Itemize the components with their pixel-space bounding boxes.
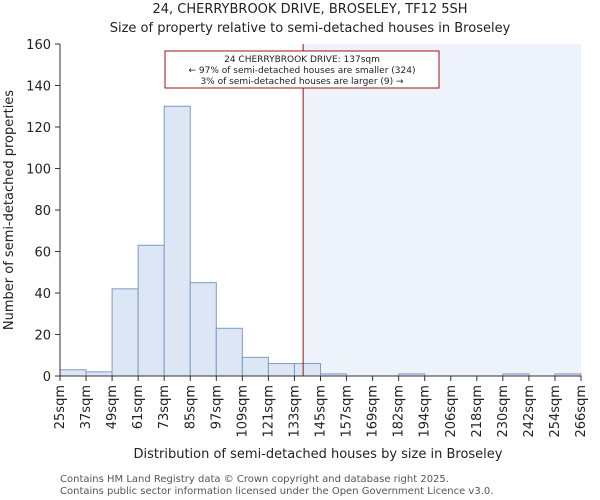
bar-25sqm bbox=[59, 369, 87, 377]
x-tick-label: 182sqm bbox=[392, 385, 407, 438]
x-tick-label: 49sqm bbox=[105, 385, 120, 429]
y-tick-label: 40 bbox=[34, 287, 51, 302]
bar-97sqm bbox=[215, 327, 243, 377]
x-tick-label: 109sqm bbox=[235, 385, 250, 438]
y-axis-label: Number of semi-detached properties bbox=[2, 90, 17, 330]
x-tick-label: 254sqm bbox=[548, 385, 563, 438]
x-tick-label: 145sqm bbox=[314, 385, 329, 438]
x-tick-label: 157sqm bbox=[340, 385, 355, 438]
chart-subtitle: Size of property relative to semi-detach… bbox=[110, 21, 511, 36]
x-tick-label: 266sqm bbox=[574, 385, 589, 438]
y-tick-label: 120 bbox=[26, 121, 51, 136]
x-tick-label: 133sqm bbox=[287, 385, 302, 438]
bar-85sqm bbox=[189, 282, 217, 377]
x-tick-label: 218sqm bbox=[470, 385, 485, 438]
bar-133sqm bbox=[293, 363, 322, 377]
y-tick-label: 80 bbox=[34, 204, 51, 219]
bar-37sqm bbox=[85, 371, 113, 377]
x-tick-label: 194sqm bbox=[418, 385, 433, 438]
chart-title: 24, CHERRYBROOK DRIVE, BROSELEY, TF12 5S… bbox=[152, 2, 467, 17]
x-tick-label: 37sqm bbox=[79, 385, 94, 429]
bar-73sqm bbox=[163, 105, 191, 377]
y-tick-label: 0 bbox=[43, 370, 51, 385]
x-ticks: 25sqm 37sqm 49sqm 61sqm 73sqm 85sqm 97sqm 109sq… bbox=[53, 376, 589, 438]
x-tick-label: 121sqm bbox=[261, 385, 276, 438]
bar-109sqm bbox=[241, 356, 269, 377]
bar-49sqm bbox=[111, 288, 139, 377]
x-tick-label: 97sqm bbox=[209, 385, 224, 429]
x-tick-label: 169sqm bbox=[366, 385, 381, 438]
highlight-layer bbox=[303, 44, 581, 376]
x-tick-label: 242sqm bbox=[522, 385, 537, 438]
x-tick-label: 230sqm bbox=[496, 385, 511, 438]
highlight-region bbox=[303, 44, 581, 376]
x-tick-label: 25sqm bbox=[53, 385, 68, 429]
annotation-line-1: 24 CHERRYBROOK DRIVE: 137sqm bbox=[224, 55, 380, 65]
footer-line-1: Contains HM Land Registry data © Crown c… bbox=[60, 474, 449, 485]
y-tick-label: 20 bbox=[34, 329, 51, 344]
footer-line-2: Contains public sector information licen… bbox=[60, 486, 493, 497]
x-axis-label: Distribution of semi-detached houses by … bbox=[134, 447, 503, 462]
bar-61sqm bbox=[137, 244, 165, 377]
x-tick-label: 61sqm bbox=[131, 385, 146, 429]
y-tick-label: 100 bbox=[26, 163, 51, 178]
y-ticks: 0 20 40 60 80 100 120 140 160 bbox=[26, 38, 60, 385]
x-tick-label: 73sqm bbox=[157, 385, 172, 429]
annotation-line-2: ← 97% of semi-detached houses are smalle… bbox=[189, 66, 416, 76]
bar-121sqm bbox=[267, 363, 295, 377]
y-tick-label: 60 bbox=[34, 246, 51, 261]
y-tick-label: 140 bbox=[26, 80, 51, 95]
annotation-box: 24 CHERRYBROOK DRIVE: 137sqm ← 97% of se… bbox=[164, 50, 440, 89]
y-tick-label: 160 bbox=[26, 38, 51, 53]
x-tick-label: 85sqm bbox=[183, 385, 198, 429]
bars-layer bbox=[59, 105, 582, 377]
annotation-box-rect bbox=[164, 50, 440, 89]
annotation-line-3: 3% of semi-detached houses are larger (9… bbox=[200, 77, 404, 87]
x-tick-label: 206sqm bbox=[444, 385, 459, 438]
